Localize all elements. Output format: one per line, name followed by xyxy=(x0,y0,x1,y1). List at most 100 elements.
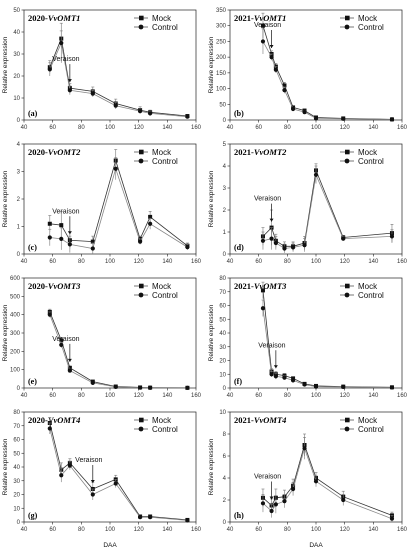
panel-title-gene: VvOMT3 xyxy=(48,281,81,291)
data-point-mock xyxy=(59,338,64,343)
y-tick-label: 500 xyxy=(10,294,21,300)
panel-title-gene: VvOMT2 xyxy=(254,147,287,157)
series-line-control xyxy=(262,173,393,249)
panel-title: 2021-VvOMT2 xyxy=(234,147,287,157)
data-point-control xyxy=(290,378,296,383)
x-tick-label: 120 xyxy=(134,527,145,533)
y-axis-title: Relative expression xyxy=(2,438,9,495)
data-point-control xyxy=(290,245,296,250)
series-line-mock xyxy=(49,37,188,117)
legend-label: Mock xyxy=(152,282,172,291)
y-tick-label: 40 xyxy=(219,331,226,337)
x-axis-title-right: DAA xyxy=(309,542,323,549)
data-point-control xyxy=(138,239,143,244)
panel-title-year: 2020- xyxy=(28,147,48,157)
veraison-arrow-head xyxy=(273,365,278,369)
panel-title: 2020-VvOMT3 xyxy=(28,281,81,291)
data-point-control xyxy=(313,384,319,389)
veraison-annotation: Veraison xyxy=(52,208,79,215)
panel-title-gene: VvOMT4 xyxy=(254,415,287,425)
x-axis-title-left: DAA xyxy=(103,542,117,549)
y-axis-title: Relative expression xyxy=(208,304,215,361)
data-point-control xyxy=(90,492,95,497)
y-tick-label: 50 xyxy=(13,8,20,14)
y-axis-title: Relative expression xyxy=(208,36,215,93)
panel-letter: (a) xyxy=(28,109,38,118)
x-tick-label: 40 xyxy=(227,527,234,533)
data-point-control xyxy=(269,372,274,377)
y-tick-label: 4 xyxy=(17,142,21,148)
x-tick-label: 40 xyxy=(227,393,234,399)
data-point-control xyxy=(389,516,395,521)
y-tick-label: 100 xyxy=(216,87,227,93)
x-tick-label: 60 xyxy=(255,125,262,131)
data-point-control xyxy=(260,238,266,243)
legend-marker-circle xyxy=(138,426,144,432)
y-tick-label: 200 xyxy=(10,349,21,355)
data-point-control xyxy=(282,246,287,251)
panel-title-year: 2020- xyxy=(28,415,48,425)
data-point-control xyxy=(282,375,287,380)
x-tick-label: 100 xyxy=(311,393,322,399)
x-tick-label: 160 xyxy=(191,393,202,399)
panel-title: 2021-VvOMT4 xyxy=(234,415,286,425)
data-point-control xyxy=(148,111,153,116)
legend-label: Control xyxy=(358,291,384,300)
data-point-control xyxy=(273,502,278,507)
data-point-control xyxy=(47,235,52,240)
data-point-control xyxy=(113,166,118,171)
x-tick-label: 100 xyxy=(105,125,116,131)
panel-title-year: 2020- xyxy=(28,281,48,291)
chart-panel-vvomt1-2021: 40 60 80 100 120 140 160 0 50 100 150 200 250 300 350 R… xyxy=(208,8,408,131)
x-tick-label: 140 xyxy=(368,527,379,533)
x-tick-label: 120 xyxy=(340,527,351,533)
x-tick-label: 80 xyxy=(284,125,291,131)
data-point-control xyxy=(290,486,296,492)
y-tick-label: 3 xyxy=(223,186,227,192)
y-tick-label: 50 xyxy=(219,102,226,108)
data-point-control xyxy=(302,446,307,451)
data-point-control xyxy=(273,67,278,72)
x-tick-label: 40 xyxy=(21,393,28,399)
data-point-control xyxy=(313,479,319,484)
veraison-annotation: Veraison xyxy=(258,342,285,349)
y-tick-label: 40 xyxy=(13,30,20,36)
y-tick-label: 20 xyxy=(13,74,20,80)
y-tick-label: 0 xyxy=(223,252,227,258)
y-tick-label: 0 xyxy=(17,118,21,124)
x-tick-label: 40 xyxy=(21,259,28,265)
legend-marker-square xyxy=(345,283,350,289)
x-tick-label: 120 xyxy=(134,125,145,131)
y-tick-label: 250 xyxy=(216,39,227,45)
data-point-mock xyxy=(282,83,287,88)
data-point-control xyxy=(113,103,118,108)
y-tick-label: 10 xyxy=(13,96,20,102)
panel-letter: (b) xyxy=(234,109,244,118)
data-point-control xyxy=(341,116,346,121)
panel-title-gene: VvOMT1 xyxy=(48,13,81,23)
panel-title-year: 2020- xyxy=(28,13,48,23)
data-point-control xyxy=(67,88,72,93)
veraison-arrow-head xyxy=(67,79,72,83)
panel-letter: (c) xyxy=(28,243,37,252)
panel-title: 2020-VvOMT1 xyxy=(28,13,80,23)
y-tick-label: 20 xyxy=(219,359,226,365)
data-point-control xyxy=(185,385,190,390)
data-point-control xyxy=(47,67,52,72)
y-tick-label: 300 xyxy=(216,24,227,30)
x-tick-label: 40 xyxy=(21,527,28,533)
data-point-control xyxy=(185,114,190,119)
y-tick-label: 3 xyxy=(17,170,21,176)
x-tick-label: 160 xyxy=(191,259,202,265)
y-tick-label: 50 xyxy=(13,451,20,457)
data-point-control xyxy=(269,236,274,241)
data-point-control xyxy=(313,116,319,121)
series-line-mock xyxy=(262,168,393,247)
data-point-control xyxy=(389,117,395,122)
chart-panel-vvomt4-2020: 40 60 80 100 120 140 160 0 10 20 30 40 50 60 70 80 Relat… xyxy=(2,410,202,533)
veraison-annotation: Veraison xyxy=(254,196,281,203)
veraison-arrow-head xyxy=(269,45,274,48)
panel-title-year: 2021- xyxy=(234,147,254,157)
y-tick-label: 80 xyxy=(219,276,226,282)
veraison-arrow-head xyxy=(67,231,72,235)
